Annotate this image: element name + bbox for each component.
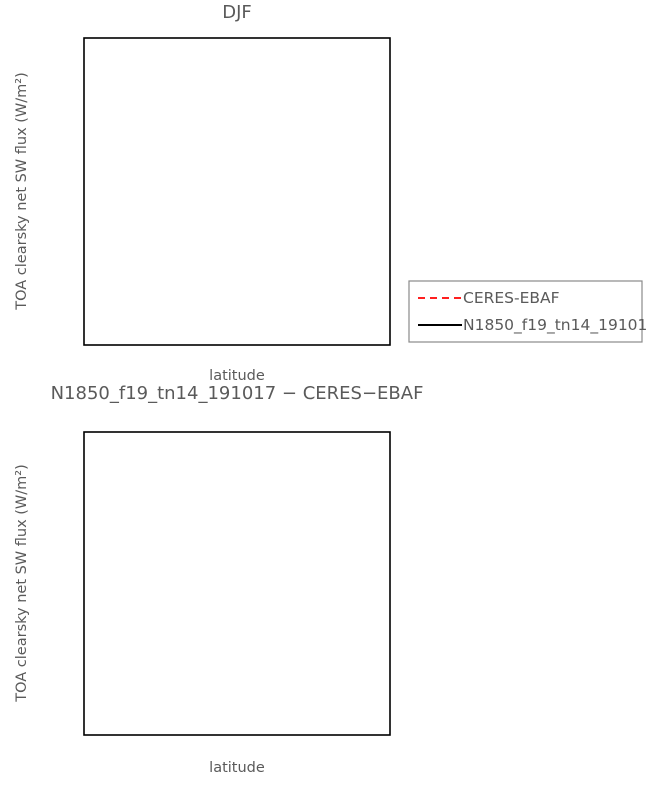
legend-label-n1850: N1850_f19_tn14_191017 [463,316,647,335]
bottom-chart-xlabel: latitude [209,760,265,776]
bottom-chart-svg: N1850_f19_tn14_191017 − CERES−EBAF latit… [14,383,424,776]
top-chart-xlabel: latitude [209,368,265,384]
bottom-chart-title: N1850_f19_tn14_191017 − CERES−EBAF [51,383,424,404]
bottom-chart-frame [83,431,391,736]
bottom-chart-ylabel: TOA clearsky net SW flux (W/m²) [14,464,30,702]
top-chart-svg: DJF latitude TOA clearsky net SW flux (W… [14,2,647,384]
top-chart-frame [83,37,391,346]
top-chart-title-group: DJF [222,2,252,23]
top-chart-panel: DJF latitude TOA clearsky net SW flux (W… [0,0,647,395]
top-chart-ylabel: TOA clearsky net SW flux (W/m²) [14,72,30,310]
legend-label-ceres-ebaf: CERES-EBAF [463,289,560,307]
legend: CERES-EBAF N1850_f19_tn14_191017 [408,280,647,343]
legend-box [408,280,643,343]
top-chart-title: DJF [222,2,252,23]
bottom-chart-panel: N1850_f19_tn14_191017 − CERES−EBAF latit… [0,380,647,791]
